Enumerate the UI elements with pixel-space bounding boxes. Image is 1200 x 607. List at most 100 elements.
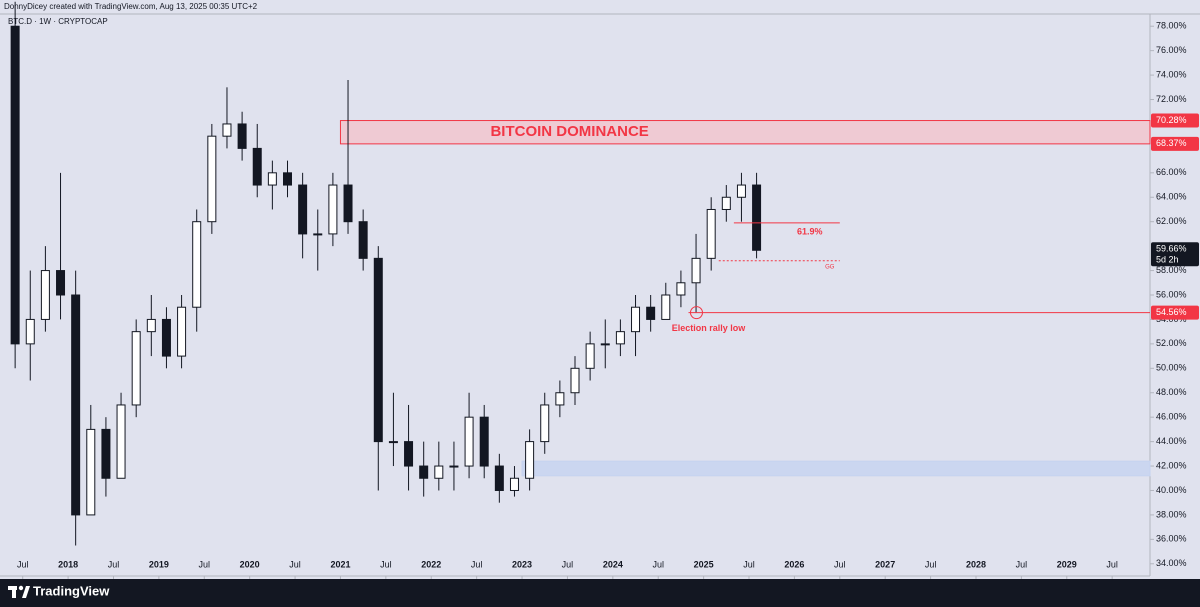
candle-body — [358, 221, 368, 259]
candle-body — [509, 477, 519, 491]
candle-body — [494, 465, 504, 491]
candle-body — [388, 441, 398, 444]
y-tick-label: 64.00% — [1156, 192, 1187, 202]
y-tick-label: 42.00% — [1156, 460, 1187, 470]
y-tick-label: 46.00% — [1156, 412, 1187, 422]
candle-body — [86, 428, 96, 516]
level-label: 61.9% — [797, 226, 823, 236]
candle-body — [192, 221, 202, 308]
x-tick-label: Jul — [108, 559, 120, 569]
candle-body — [237, 123, 247, 149]
candle-body — [222, 123, 232, 137]
brand: TradingView — [33, 583, 110, 598]
candle-body — [373, 257, 383, 443]
candle-body — [600, 343, 610, 346]
x-tick-label: Jul — [925, 559, 937, 569]
zone-label: BITCOIN DOMINANCE — [490, 123, 648, 140]
x-tick-label: Jul — [743, 559, 755, 569]
y-tick-label: 58.00% — [1156, 265, 1187, 275]
y-tick-label: 56.00% — [1156, 289, 1187, 299]
y-tick-label: 76.00% — [1156, 45, 1187, 55]
countdown: 5d 2h — [1156, 255, 1179, 265]
level-label: GG — [825, 264, 835, 270]
x-tick-label: 2027 — [875, 559, 895, 569]
candle-body — [752, 184, 762, 251]
candle-body — [146, 318, 156, 333]
candle-body — [479, 416, 489, 467]
candle-body — [646, 306, 656, 320]
candle-body — [71, 294, 81, 516]
x-tick-label: 2021 — [330, 559, 350, 569]
x-tick-label: 2019 — [149, 559, 169, 569]
candle-body — [419, 465, 429, 479]
y-tick-label: 48.00% — [1156, 387, 1187, 397]
price-label: 70.28% — [1156, 115, 1187, 125]
candle-body — [283, 172, 292, 186]
x-tick-label: Jul — [17, 559, 29, 569]
candle-body — [661, 294, 671, 320]
candle-body — [570, 367, 580, 394]
x-tick-label: Jul — [1016, 559, 1028, 569]
price-label-box — [1151, 305, 1199, 320]
candle-body — [252, 147, 262, 186]
symbol: BTC.D · 1W · CRYPTOCAP — [8, 17, 108, 26]
x-tick-label: Jul — [1106, 559, 1118, 569]
y-tick-label: 72.00% — [1156, 94, 1187, 104]
y-tick-label: 44.00% — [1156, 436, 1187, 446]
x-tick-label: Jul — [289, 559, 301, 569]
x-tick-label: 2023 — [512, 559, 532, 569]
candle-body — [631, 306, 641, 333]
x-tick-label: Jul — [471, 559, 483, 569]
y-tick-label: 36.00% — [1156, 534, 1187, 544]
annotation: Election rally low — [672, 323, 747, 333]
candle-body — [676, 282, 686, 296]
y-tick-label: 66.00% — [1156, 167, 1187, 177]
y-tick-label: 40.00% — [1156, 485, 1187, 495]
candle-body — [25, 318, 35, 345]
candle-body — [449, 465, 459, 468]
y-tick-label: 74.00% — [1156, 69, 1187, 79]
candle-body — [691, 257, 701, 284]
candle-body — [343, 184, 353, 223]
candle-body — [525, 441, 535, 479]
credit: DonnyDicey created with TradingView.com,… — [4, 2, 258, 11]
candle-body — [101, 428, 111, 479]
zone — [521, 460, 1151, 477]
candle-body — [540, 404, 550, 443]
marker-circle — [689, 306, 703, 320]
footer-bar — [0, 579, 1200, 607]
x-tick-label: Jul — [652, 559, 664, 569]
x-tick-label: 2025 — [694, 559, 714, 569]
candle-body — [434, 465, 444, 479]
candle-body — [328, 184, 338, 235]
candle-body — [585, 343, 595, 369]
x-tick-label: 2029 — [1057, 559, 1077, 569]
x-tick-label: 2020 — [240, 559, 260, 569]
price-label-box — [1151, 113, 1199, 128]
y-tick-label: 50.00% — [1156, 363, 1187, 373]
candle-body — [207, 135, 217, 223]
x-tick-label: Jul — [380, 559, 392, 569]
candle-body — [267, 172, 277, 186]
candle-body — [464, 416, 474, 467]
candle-body — [721, 196, 731, 210]
candle-body — [736, 184, 746, 198]
x-tick-label: Jul — [834, 559, 846, 569]
candle-body — [56, 270, 66, 296]
zone — [339, 120, 1151, 145]
y-tick-label: 78.00% — [1156, 21, 1187, 31]
x-tick-label: 2022 — [421, 559, 441, 569]
candle-body — [177, 306, 187, 357]
x-tick-label: Jul — [562, 559, 574, 569]
x-tick-label: 2026 — [784, 559, 804, 569]
y-tick-label: 34.00% — [1156, 558, 1187, 568]
candle-body — [404, 441, 414, 467]
y-tick-label: 52.00% — [1156, 338, 1187, 348]
candle-body — [116, 404, 126, 479]
price-label: 54.56% — [1156, 307, 1187, 317]
y-tick-label: 38.00% — [1156, 509, 1187, 519]
candle-body — [615, 331, 625, 345]
